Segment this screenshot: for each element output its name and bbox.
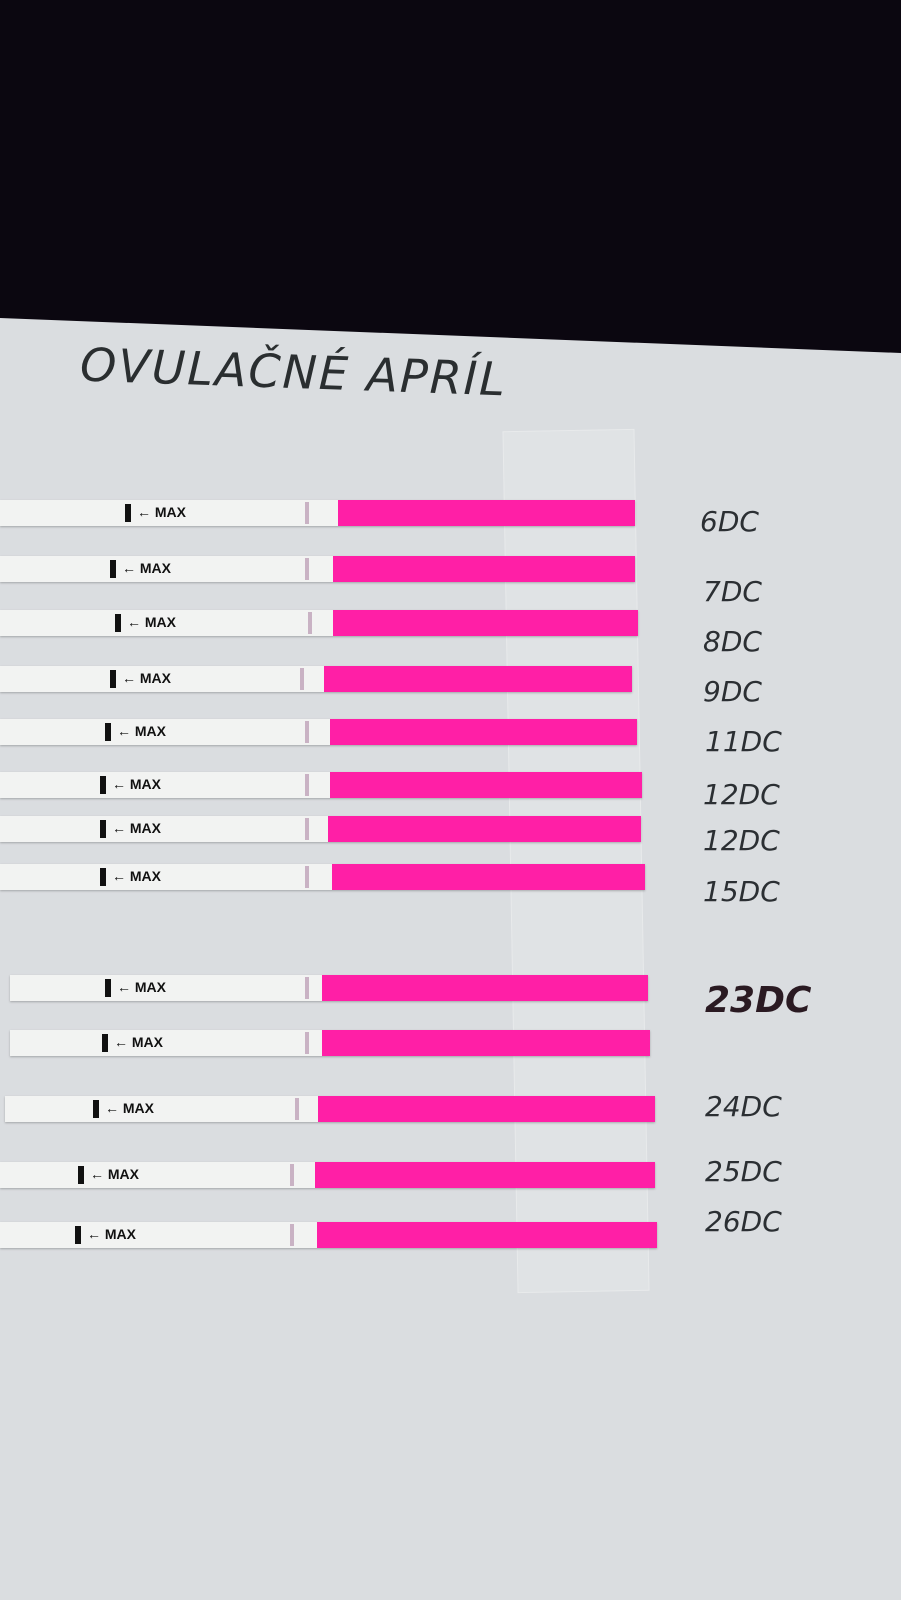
strip-mark bbox=[100, 776, 106, 794]
strip-mark bbox=[115, 614, 121, 632]
strip-max-label: ← MAX bbox=[117, 723, 166, 739]
day-label: 11DC bbox=[705, 725, 782, 758]
test-window bbox=[332, 864, 645, 890]
control-line bbox=[305, 1032, 309, 1054]
strip-max-label: ← MAX bbox=[117, 979, 166, 995]
test-strip: ← MAX bbox=[0, 772, 642, 798]
paper-sheet bbox=[0, 318, 901, 1600]
day-label: 24DC bbox=[705, 1090, 782, 1123]
strip-mark bbox=[105, 723, 111, 741]
strip-max-label: ← MAX bbox=[112, 776, 161, 792]
test-strip: ← MAX bbox=[0, 719, 637, 745]
control-line bbox=[300, 668, 304, 690]
test-window bbox=[322, 1030, 650, 1056]
test-window bbox=[315, 1162, 655, 1188]
day-label: 12DC bbox=[703, 824, 780, 857]
test-strip: ← MAX bbox=[10, 975, 648, 1001]
test-strip: ← MAX bbox=[0, 864, 645, 890]
strip-mark bbox=[110, 560, 116, 578]
strip-max-label: ← MAX bbox=[112, 820, 161, 836]
test-strip: ← MAX bbox=[0, 500, 635, 526]
control-line bbox=[295, 1098, 299, 1120]
control-line bbox=[305, 558, 309, 580]
strip-mark bbox=[75, 1226, 81, 1244]
test-window bbox=[333, 610, 638, 636]
day-label: 9DC bbox=[703, 675, 762, 708]
strip-max-label: ← MAX bbox=[127, 614, 176, 630]
day-label: 12DC bbox=[703, 778, 780, 811]
strip-mark bbox=[110, 670, 116, 688]
strip-mark bbox=[102, 1034, 108, 1052]
test-strip: ← MAX bbox=[10, 1030, 650, 1056]
strip-mark bbox=[78, 1166, 84, 1184]
test-strip: ← MAX bbox=[0, 1222, 657, 1248]
strip-max-label: ← MAX bbox=[122, 560, 171, 576]
strip-mark bbox=[93, 1100, 99, 1118]
strip-max-label: ← MAX bbox=[112, 868, 161, 884]
control-line bbox=[305, 774, 309, 796]
test-window bbox=[322, 975, 648, 1001]
control-line bbox=[290, 1224, 294, 1246]
strip-mark bbox=[125, 504, 131, 522]
day-label: 25DC bbox=[705, 1155, 782, 1188]
strip-mark bbox=[105, 979, 111, 997]
test-strip: ← MAX bbox=[5, 1096, 655, 1122]
test-window bbox=[324, 666, 632, 692]
test-strip: ← MAX bbox=[0, 556, 635, 582]
test-window bbox=[317, 1222, 657, 1248]
strip-max-label: ← MAX bbox=[87, 1226, 136, 1242]
control-line bbox=[305, 818, 309, 840]
day-label: 6DC bbox=[700, 505, 759, 538]
day-label: 26DC bbox=[705, 1205, 782, 1238]
day-label: 7DC bbox=[703, 575, 762, 608]
control-line bbox=[305, 721, 309, 743]
strip-max-label: ← MAX bbox=[90, 1166, 139, 1182]
test-strip: ← MAX bbox=[0, 610, 638, 636]
test-window bbox=[328, 816, 641, 842]
control-line bbox=[305, 866, 309, 888]
test-window bbox=[338, 500, 635, 526]
strip-max-label: ← MAX bbox=[114, 1034, 163, 1050]
test-strip: ← MAX bbox=[0, 666, 632, 692]
day-label: 8DC bbox=[703, 625, 762, 658]
test-strip: ← MAX bbox=[0, 1162, 655, 1188]
test-strip: ← MAX bbox=[0, 816, 641, 842]
test-window bbox=[330, 772, 642, 798]
strip-mark bbox=[100, 868, 106, 886]
strip-max-label: ← MAX bbox=[137, 504, 186, 520]
day-label: 23DC bbox=[705, 980, 812, 1021]
control-line bbox=[290, 1164, 294, 1186]
test-window bbox=[318, 1096, 655, 1122]
strip-max-label: ← MAX bbox=[105, 1100, 154, 1116]
control-line bbox=[308, 612, 312, 634]
strip-mark bbox=[100, 820, 106, 838]
strip-max-label: ← MAX bbox=[122, 670, 171, 686]
control-line bbox=[305, 502, 309, 524]
day-label: 15DC bbox=[703, 875, 780, 908]
test-window bbox=[333, 556, 635, 582]
test-window bbox=[330, 719, 637, 745]
control-line bbox=[305, 977, 309, 999]
